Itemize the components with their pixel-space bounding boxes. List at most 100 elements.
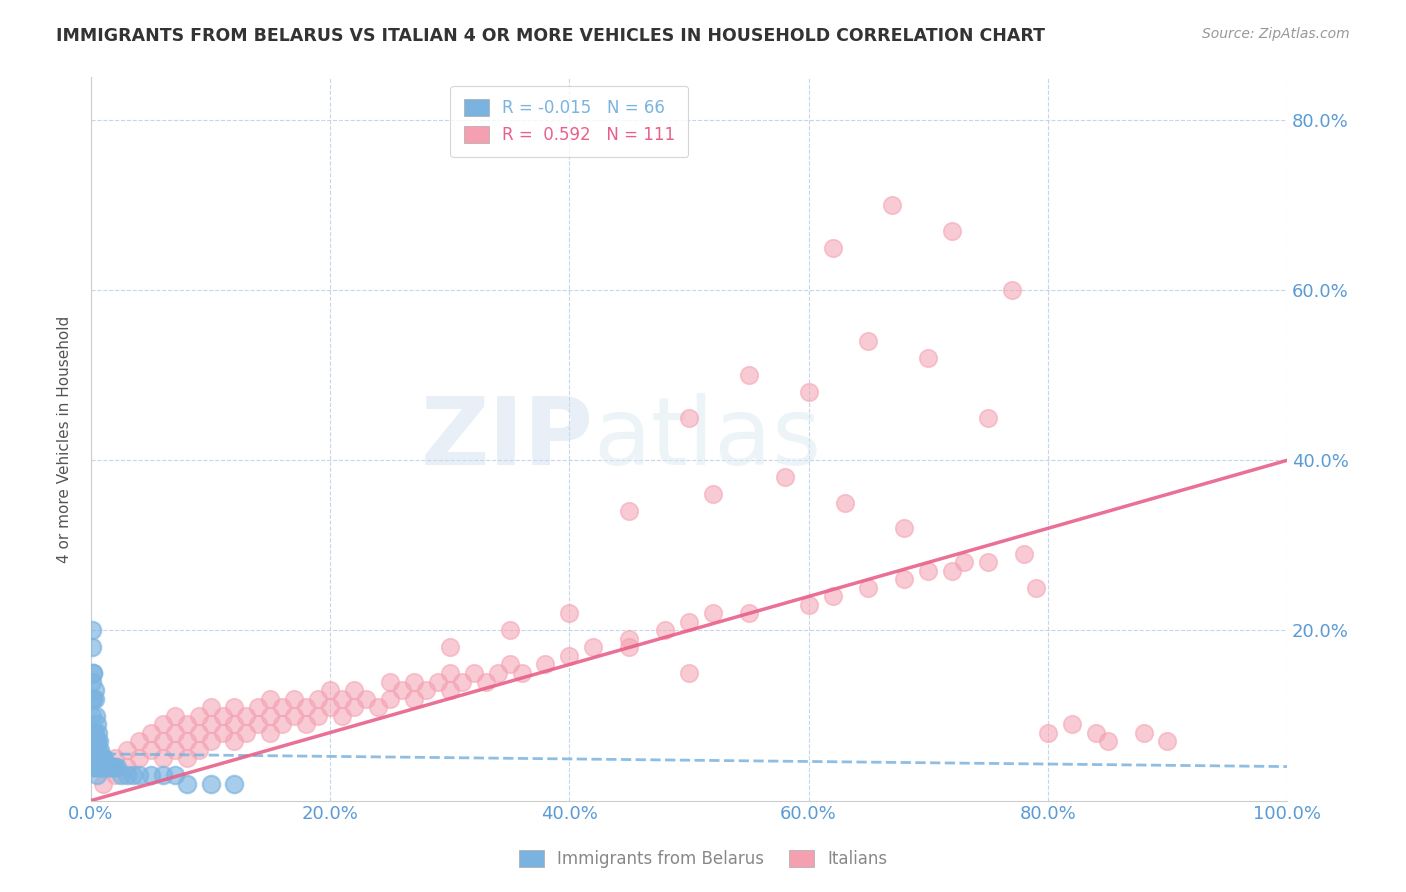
- Point: [271, 717, 294, 731]
- Point: [82, 734, 104, 748]
- Point: [80, 725, 103, 739]
- Point: [558, 648, 581, 663]
- Point: [96, 759, 118, 773]
- Point: [163, 768, 186, 782]
- Point: [200, 776, 222, 790]
- Point: [82, 665, 104, 680]
- Point: [654, 624, 676, 638]
- Point: [738, 368, 761, 383]
- Point: [128, 768, 150, 782]
- Point: [1036, 725, 1059, 739]
- Point: [211, 725, 233, 739]
- Point: [224, 717, 246, 731]
- Point: [882, 198, 904, 212]
- Point: [105, 759, 128, 773]
- Point: [271, 700, 294, 714]
- Point: [319, 700, 342, 714]
- Point: [83, 742, 105, 756]
- Point: [176, 751, 198, 765]
- Point: [977, 410, 1000, 425]
- Point: [1060, 717, 1083, 731]
- Point: [93, 751, 115, 765]
- Point: [343, 683, 366, 698]
- Point: [82, 725, 104, 739]
- Point: [89, 759, 111, 773]
- Point: [100, 759, 122, 773]
- Point: [235, 708, 257, 723]
- Text: ZIP: ZIP: [420, 393, 593, 485]
- Point: [87, 759, 110, 773]
- Point: [678, 615, 700, 629]
- Point: [378, 691, 401, 706]
- Point: [821, 241, 844, 255]
- Point: [224, 776, 246, 790]
- Point: [354, 691, 377, 706]
- Point: [82, 624, 104, 638]
- Point: [247, 700, 270, 714]
- Point: [235, 725, 257, 739]
- Point: [402, 674, 425, 689]
- Point: [152, 717, 174, 731]
- Point: [89, 742, 111, 756]
- Text: Source: ZipAtlas.com: Source: ZipAtlas.com: [1202, 27, 1350, 41]
- Point: [834, 496, 856, 510]
- Point: [941, 564, 963, 578]
- Point: [176, 717, 198, 731]
- Text: atlas: atlas: [593, 393, 821, 485]
- Point: [86, 751, 108, 765]
- Point: [678, 665, 700, 680]
- Point: [87, 742, 110, 756]
- Point: [391, 683, 413, 698]
- Point: [83, 683, 105, 698]
- Point: [224, 734, 246, 748]
- Point: [187, 708, 209, 723]
- Point: [84, 759, 107, 773]
- Point: [139, 768, 162, 782]
- Point: [87, 725, 110, 739]
- Point: [152, 768, 174, 782]
- Point: [1025, 581, 1047, 595]
- Point: [82, 708, 104, 723]
- Point: [402, 691, 425, 706]
- Point: [200, 717, 222, 731]
- Point: [101, 759, 124, 773]
- Point: [121, 768, 143, 782]
- Y-axis label: 4 or more Vehicles in Household: 4 or more Vehicles in Household: [58, 316, 72, 563]
- Point: [917, 351, 939, 366]
- Point: [104, 768, 127, 782]
- Point: [83, 725, 105, 739]
- Point: [82, 751, 104, 765]
- Point: [82, 751, 104, 765]
- Point: [1097, 734, 1119, 748]
- Point: [378, 674, 401, 689]
- Point: [619, 632, 641, 646]
- Point: [89, 734, 111, 748]
- Point: [678, 410, 700, 425]
- Point: [86, 734, 108, 748]
- Point: [211, 708, 233, 723]
- Point: [187, 725, 209, 739]
- Point: [619, 640, 641, 655]
- Point: [84, 708, 107, 723]
- Point: [86, 734, 108, 748]
- Point: [90, 751, 112, 765]
- Point: [110, 768, 132, 782]
- Point: [139, 725, 162, 739]
- Point: [82, 759, 104, 773]
- Point: [486, 665, 509, 680]
- Point: [917, 564, 939, 578]
- Point: [738, 607, 761, 621]
- Point: [89, 759, 111, 773]
- Point: [104, 751, 127, 765]
- Point: [200, 700, 222, 714]
- Point: [439, 640, 461, 655]
- Point: [619, 504, 641, 518]
- Point: [941, 224, 963, 238]
- Point: [128, 751, 150, 765]
- Point: [463, 665, 485, 680]
- Point: [91, 759, 114, 773]
- Point: [82, 742, 104, 756]
- Point: [128, 734, 150, 748]
- Point: [319, 683, 342, 698]
- Point: [115, 768, 138, 782]
